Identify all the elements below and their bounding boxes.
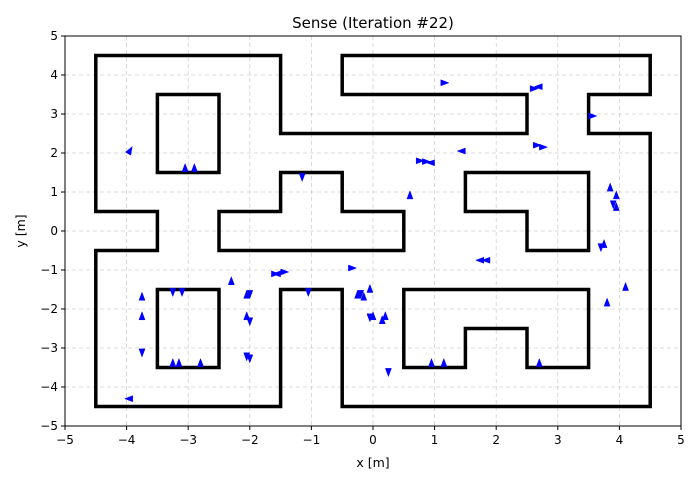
maze-walls xyxy=(94,53,652,409)
x-axis-label: x [m] xyxy=(356,455,389,470)
y-tick-label: 3 xyxy=(50,107,58,121)
particle xyxy=(354,289,361,299)
particle xyxy=(175,357,183,367)
wall xyxy=(463,170,591,253)
particle xyxy=(298,173,306,183)
particle xyxy=(366,283,374,293)
particle xyxy=(425,159,435,167)
particle xyxy=(481,256,491,264)
particle xyxy=(385,368,392,378)
particle xyxy=(271,270,281,278)
particle xyxy=(381,311,389,321)
particle xyxy=(609,200,617,210)
particle xyxy=(378,314,386,324)
particle xyxy=(532,141,542,149)
x-tick-label: 0 xyxy=(369,433,377,447)
wall xyxy=(155,92,221,175)
particle xyxy=(138,291,146,301)
particle xyxy=(535,357,543,367)
chart-title: Sense (Iteration #22) xyxy=(292,14,454,32)
y-tick-label: −3 xyxy=(40,341,58,355)
particle xyxy=(246,317,254,327)
particle xyxy=(612,190,620,200)
particle xyxy=(539,143,549,151)
particle xyxy=(138,311,146,321)
particles xyxy=(123,79,629,403)
y-axis-label: y [m] xyxy=(13,214,28,247)
x-tick-label: −5 xyxy=(56,433,74,447)
particle xyxy=(415,157,425,165)
y-tick-label: −2 xyxy=(40,302,58,316)
y-tick-label: 1 xyxy=(50,185,58,199)
particle xyxy=(440,79,450,87)
y-tick-label: 0 xyxy=(50,224,58,238)
particle xyxy=(178,288,186,298)
wall xyxy=(402,287,591,370)
axis-ticks: −5 −4 −3 −2 −1 0 1 2 3 4 5 −5 −4 −3 −2 −1 0 1 2 3 4 5 xyxy=(40,29,685,447)
particle xyxy=(304,288,312,298)
wall xyxy=(94,53,652,409)
particle xyxy=(533,83,543,91)
particle xyxy=(529,85,539,93)
particle xyxy=(422,158,432,165)
x-tick-label: −4 xyxy=(118,433,136,447)
particle xyxy=(169,357,177,367)
wall xyxy=(155,287,221,370)
particle xyxy=(612,201,620,211)
particle xyxy=(227,275,235,285)
x-tick-label: −3 xyxy=(179,433,197,447)
particle xyxy=(428,357,435,367)
particle xyxy=(406,190,414,200)
grid xyxy=(65,36,681,426)
particle xyxy=(369,311,377,321)
particle xyxy=(190,162,198,172)
y-tick-label: 4 xyxy=(50,68,58,82)
x-tick-label: 1 xyxy=(431,433,439,447)
particle xyxy=(603,297,611,307)
particle xyxy=(360,291,368,301)
y-tick-label: −5 xyxy=(40,419,58,433)
x-tick-label: −2 xyxy=(241,433,259,447)
particle xyxy=(440,357,448,367)
y-tick-label: −1 xyxy=(40,263,58,277)
y-tick-label: 5 xyxy=(50,29,58,43)
particle xyxy=(246,290,254,300)
x-tick-label: 5 xyxy=(677,433,685,447)
particle xyxy=(123,395,133,403)
y-tick-label: 2 xyxy=(50,146,58,160)
x-tick-label: 4 xyxy=(616,433,624,447)
particle xyxy=(125,146,133,156)
particle xyxy=(456,147,466,155)
particle xyxy=(600,238,608,248)
particle xyxy=(138,348,146,358)
particle xyxy=(243,352,251,362)
particle xyxy=(181,162,189,172)
wall xyxy=(217,170,406,253)
particle xyxy=(169,288,177,298)
particle xyxy=(622,281,629,291)
particle xyxy=(606,182,614,192)
x-tick-label: −1 xyxy=(303,433,321,447)
x-tick-label: 2 xyxy=(492,433,500,447)
x-tick-label: 3 xyxy=(554,433,562,447)
particle xyxy=(197,357,204,367)
particle xyxy=(588,112,598,120)
particle xyxy=(348,264,358,272)
y-tick-label: −4 xyxy=(40,380,58,394)
